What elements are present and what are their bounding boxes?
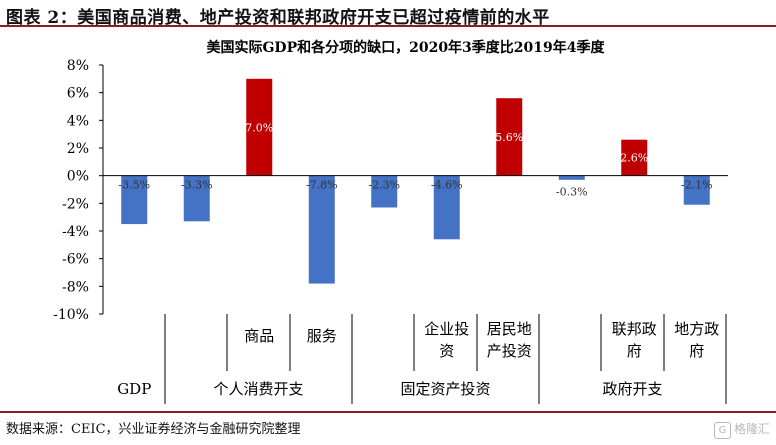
bar [433,175,460,240]
group-label: GDP [117,380,151,398]
y-tick-label: -2% [62,196,89,212]
bar [558,175,585,180]
y-tick-label: 8% [67,58,89,74]
y-tick-label: -10% [53,307,89,323]
bar-value-label: 2.6% [620,152,648,165]
group-label: 固定资产投资 [400,380,490,398]
y-tick-label: 2% [67,141,89,157]
sub-category-label: 府 [689,342,704,360]
sub-category-label: 资 [439,342,454,360]
bar-value-label: -2.3% [368,179,400,192]
bar [246,78,273,176]
sub-category-label: 居民地 [487,320,532,338]
bar-value-label: -2.1% [681,179,713,192]
y-tick-label: 0% [67,169,89,185]
top-rule [0,25,776,27]
sub-category-label: 产投资 [487,342,532,360]
sub-category-label: 企业投 [424,320,469,338]
group-label: 政府开支 [602,380,662,398]
sub-category-label: 商品 [244,327,274,345]
y-tick-label: 6% [67,86,89,102]
watermark-logo-icon: G [713,422,731,439]
sub-category-label: 联邦政 [612,320,657,338]
bar [121,175,148,225]
y-tick-label: -8% [62,279,89,295]
bottom-rule [0,411,776,413]
bar [371,175,398,208]
group-label: 个人消费开支 [213,380,303,398]
figure-title: 图表 2：美国商品消费、地产投资和联邦政府开支已超过疫情前的水平 [6,8,550,28]
chart: 美国实际GDP和各分项的缺口，2020年3季度比2019年4季度 8% 6% 4% 2%… [53,39,728,404]
sub-category-label: 服务 [307,327,337,345]
bar [308,175,335,284]
source-note: 数据来源：CEIC，兴业证券经济与金融研究院整理 [6,422,301,437]
bar-value-label: -0.3% [556,186,588,199]
bar-value-label: -3.5% [118,179,150,192]
bar [683,175,710,205]
bar [183,175,210,222]
y-tick-label: 4% [67,113,89,129]
bar-value-label: -4.6% [431,179,463,192]
watermark: G 格隆汇 [713,420,770,439]
y-tick-label: -4% [62,224,89,240]
bar [621,139,648,176]
chart-title: 美国实际GDP和各分项的缺口，2020年3季度比2019年4季度 [206,39,605,56]
y-tick-label: -6% [62,252,89,268]
bar-value-label: 5.6% [495,131,523,144]
sub-category-label: 地方政 [674,320,719,338]
bar-value-label: -7.8% [306,179,338,192]
bar-value-label: 7.0% [245,121,273,134]
watermark-text: 格隆汇 [733,422,770,436]
bar [496,98,523,176]
bar-value-label: -3.3% [181,179,213,192]
sub-category-label: 府 [627,342,642,360]
